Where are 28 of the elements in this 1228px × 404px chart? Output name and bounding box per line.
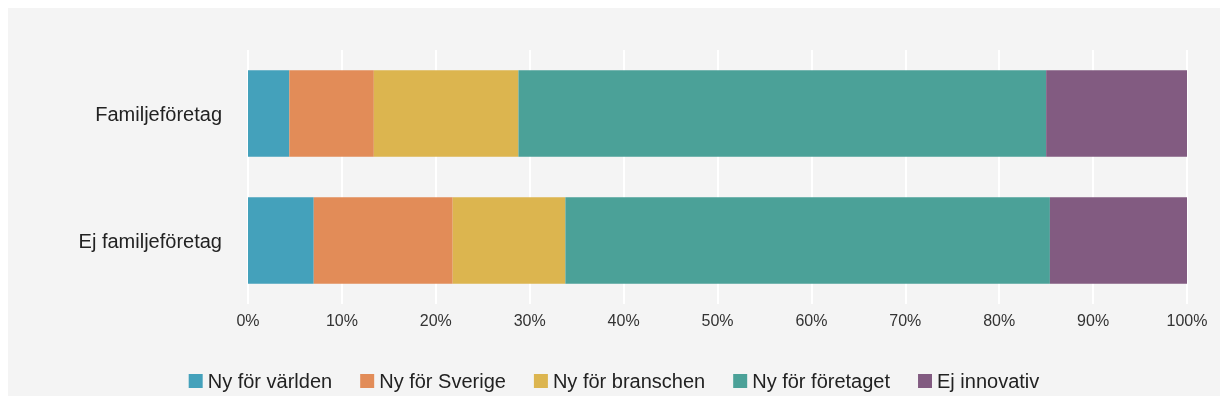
- x-tick-label: 50%: [701, 311, 734, 329]
- x-tick-label: 0%: [236, 311, 260, 329]
- y-tick-label: Ej familjeföretag: [78, 229, 222, 252]
- x-tick-label: 90%: [1077, 311, 1110, 329]
- y-tick-label: Familjeföretag: [95, 102, 222, 125]
- legend-label: Ny för branschen: [552, 370, 706, 392]
- x-tick-label: 60%: [795, 311, 828, 329]
- bar: [313, 197, 453, 284]
- bar: [1046, 70, 1187, 157]
- bar: [248, 70, 290, 157]
- bar: [518, 70, 1047, 157]
- bar: [1049, 197, 1187, 284]
- legend-label: Ny för företaget: [752, 370, 891, 392]
- x-tick-label: 20%: [419, 311, 452, 329]
- bar: [248, 197, 314, 284]
- bar: [289, 70, 374, 157]
- x-tick-label: 30%: [513, 311, 546, 329]
- bar: [373, 70, 519, 157]
- legend-label: Ny för Sverige: [379, 370, 506, 392]
- x-tick-label: 80%: [983, 311, 1016, 329]
- legend-label: Ej innovativ: [937, 370, 1040, 392]
- legend-label: Ny för världen: [207, 370, 333, 392]
- x-tick-label: 70%: [889, 311, 922, 329]
- x-tick-label: 40%: [607, 311, 640, 329]
- x-tick-label: 100%: [1166, 311, 1208, 329]
- bar: [452, 197, 566, 284]
- x-tick-label: 10%: [325, 311, 358, 329]
- bar: [565, 197, 1050, 284]
